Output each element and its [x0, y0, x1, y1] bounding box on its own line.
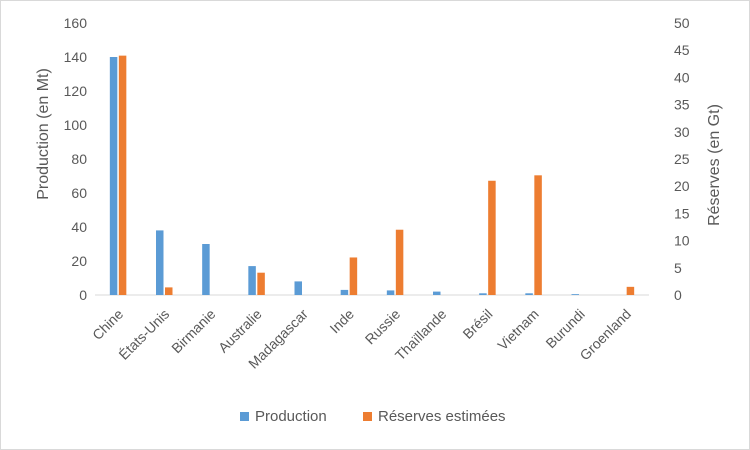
y-tick-label: 140	[64, 49, 88, 65]
category-label: Brésil	[459, 306, 495, 342]
y-tick-label: 160	[64, 15, 88, 31]
y-tick-label: 0	[79, 287, 87, 303]
y-tick-label: 40	[71, 219, 87, 235]
bar-reserves	[534, 175, 542, 295]
bar-production	[433, 291, 441, 295]
right-axis-ticks: 0 5 10 15 20 25 30 35 40 45 50	[674, 15, 690, 303]
y2-tick-label: 5	[674, 260, 682, 276]
y-tick-label: 80	[71, 151, 87, 167]
y2-tick-label: 20	[674, 178, 690, 194]
y-tick-label: 100	[64, 117, 88, 133]
bar-reserves	[118, 55, 127, 295]
y2-tick-label: 45	[674, 42, 690, 58]
bar-reserves	[257, 272, 265, 295]
bar-production	[386, 290, 395, 295]
bar-production	[156, 230, 164, 295]
category-label: États-Unis	[115, 306, 172, 363]
bar-reserves	[488, 180, 496, 295]
y2-tick-label: 35	[674, 97, 690, 113]
y-axis-title: Production (en Mt)	[35, 68, 52, 200]
y2-tick-label: 10	[674, 233, 690, 249]
y2-tick-label: 30	[674, 124, 690, 140]
bar-production	[202, 244, 210, 295]
bar-production	[571, 294, 579, 295]
category-label: Burundi	[542, 306, 587, 351]
bar-production	[248, 266, 256, 295]
y-tick-label: 60	[71, 185, 87, 201]
category-label: Birmanie	[168, 306, 219, 357]
y2-tick-label: 50	[674, 15, 690, 31]
y2-tick-label: 25	[674, 151, 690, 167]
category-label: Inde	[326, 306, 357, 337]
y2-tick-label: 40	[674, 69, 690, 85]
bar-production	[525, 293, 533, 295]
category-label: Thaïllande	[392, 306, 450, 364]
y2-axis-title: Réserves (en Gt)	[706, 104, 723, 226]
y-tick-label: 20	[71, 253, 87, 269]
category-label: Russie	[362, 306, 404, 348]
legend-swatch-production	[240, 412, 249, 421]
legend: Production Réserves estimées	[240, 408, 506, 425]
bar-production	[294, 281, 302, 295]
bars-group	[109, 55, 635, 295]
bar-reserves	[165, 287, 173, 295]
legend-swatch-reserves	[363, 412, 372, 421]
legend-label-reserves: Réserves estimées	[378, 408, 506, 425]
category-label: Chine	[89, 306, 126, 343]
bar-production	[340, 289, 349, 295]
y-tick-label: 120	[64, 83, 88, 99]
category-label: Vietnam	[494, 306, 541, 353]
bar-production	[479, 293, 487, 295]
bar-reserves	[395, 229, 404, 295]
y2-tick-label: 0	[674, 287, 682, 303]
bar-production	[109, 57, 118, 295]
y2-tick-label: 15	[674, 205, 690, 221]
bar-reserves	[626, 286, 635, 295]
bar-reserves	[349, 257, 358, 295]
left-axis-ticks: 0 20 40 60 80 100 120 140 160	[64, 15, 88, 303]
legend-label-production: Production	[255, 408, 327, 425]
category-labels: ChineÉtats-UnisBirmanieAustralieMadagasc…	[89, 306, 634, 372]
